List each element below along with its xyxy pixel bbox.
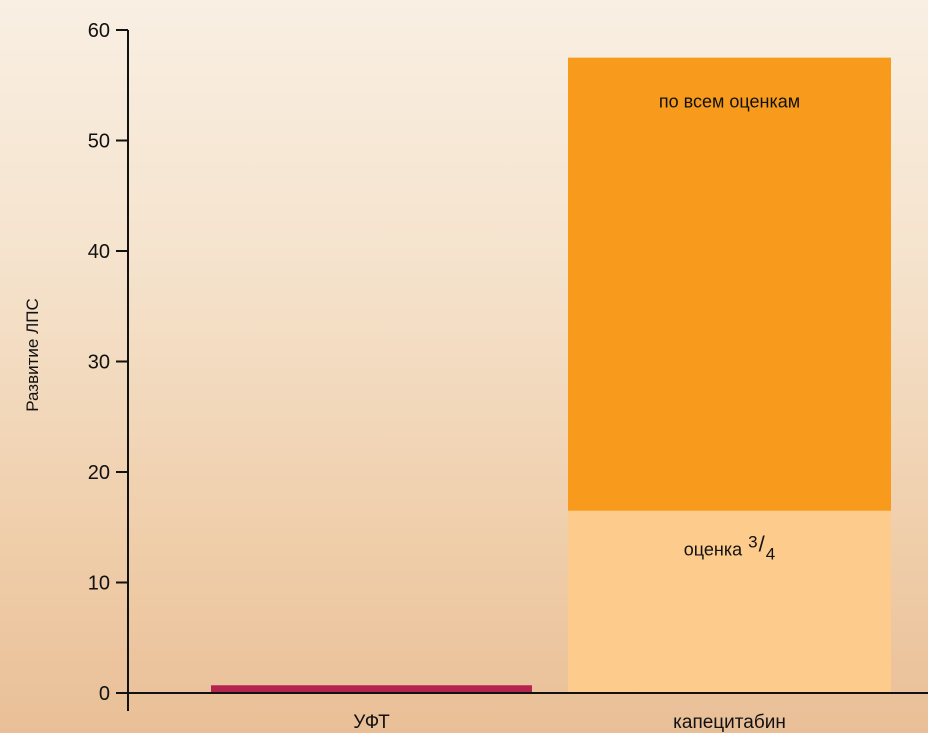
x-category-label: УФТ — [353, 712, 390, 733]
segment-label-slash: / — [759, 532, 766, 557]
y-tick-label: 0 — [99, 683, 110, 705]
segment-label: оценка 3/4 — [684, 532, 775, 564]
y-tick-label: 20 — [88, 462, 110, 484]
y-tick-label: 10 — [88, 573, 110, 595]
segment-label-sup: 3 — [748, 533, 757, 552]
segment-label-text: по всем оценкам — [659, 92, 800, 112]
bar-segment — [211, 685, 532, 693]
segment-label-text: оценка — [684, 540, 743, 560]
bars-layer — [211, 57, 891, 693]
labels-layer: УФТ оценка 3/4 по всем оценкам капецитабин — [353, 92, 800, 733]
segment-label-sub: 4 — [766, 545, 775, 564]
y-tick-label: 50 — [88, 131, 110, 153]
y-axis-label: Развитие ЛПС — [23, 298, 42, 411]
y-tick-label: 40 — [88, 241, 110, 263]
bar-segment — [568, 510, 891, 693]
axes-layer — [127, 30, 928, 711]
y-tick-label: 30 — [88, 352, 110, 374]
y-tick-label: 60 — [88, 20, 110, 42]
y-ticks: 0 10 20 30 40 50 60 — [88, 20, 128, 705]
x-category-label: капецитабин — [673, 712, 786, 733]
segment-label: по всем оценкам — [659, 92, 800, 112]
bar-segment — [568, 57, 891, 511]
